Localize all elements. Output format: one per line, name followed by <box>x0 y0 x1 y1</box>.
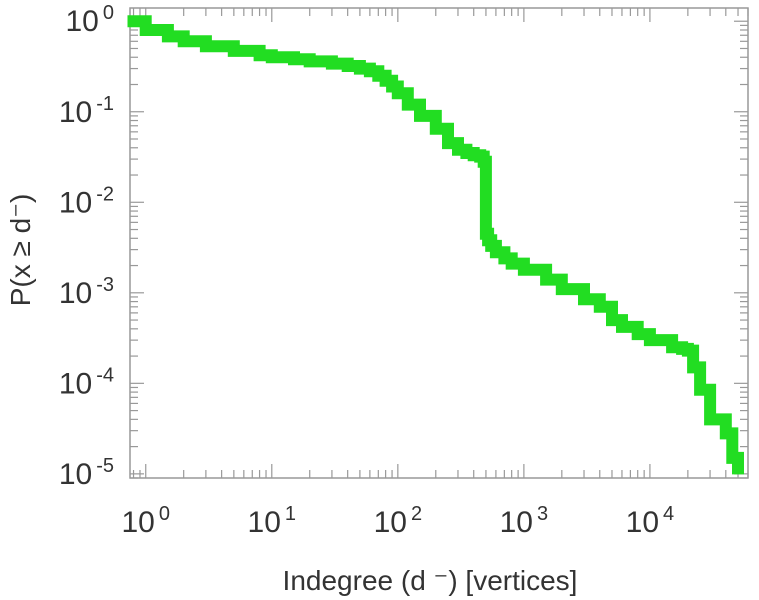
y-tick-label: 10 -1 <box>59 93 114 129</box>
x-tick-label: 10 1 <box>248 503 297 539</box>
y-tick-label: 10 -5 <box>59 455 114 491</box>
minor-ticks <box>130 8 749 479</box>
x-tick-label: 10 3 <box>500 503 549 539</box>
y-tick-label: 10 0 <box>66 2 115 38</box>
y-axis-label: P(x ≥ d⁻) <box>5 194 36 307</box>
series-line-ccdf <box>127 15 744 475</box>
y-tick-label: 10 -3 <box>59 274 114 310</box>
x-tick-label: 10 2 <box>374 503 423 539</box>
y-tick-label: 10 -4 <box>59 364 114 400</box>
x-axis-label: Indegree (d ⁻) [vertices] <box>283 565 578 596</box>
y-tick-label: 10 -2 <box>59 183 114 219</box>
plot-frame <box>129 7 749 479</box>
x-tick-label: 10 0 <box>121 503 170 539</box>
major-ticks <box>130 8 748 478</box>
x-tick-labels: 10 0 10 1 10 2 10 3 10 4 <box>121 503 674 539</box>
x-tick-label: 10 4 <box>626 503 675 539</box>
